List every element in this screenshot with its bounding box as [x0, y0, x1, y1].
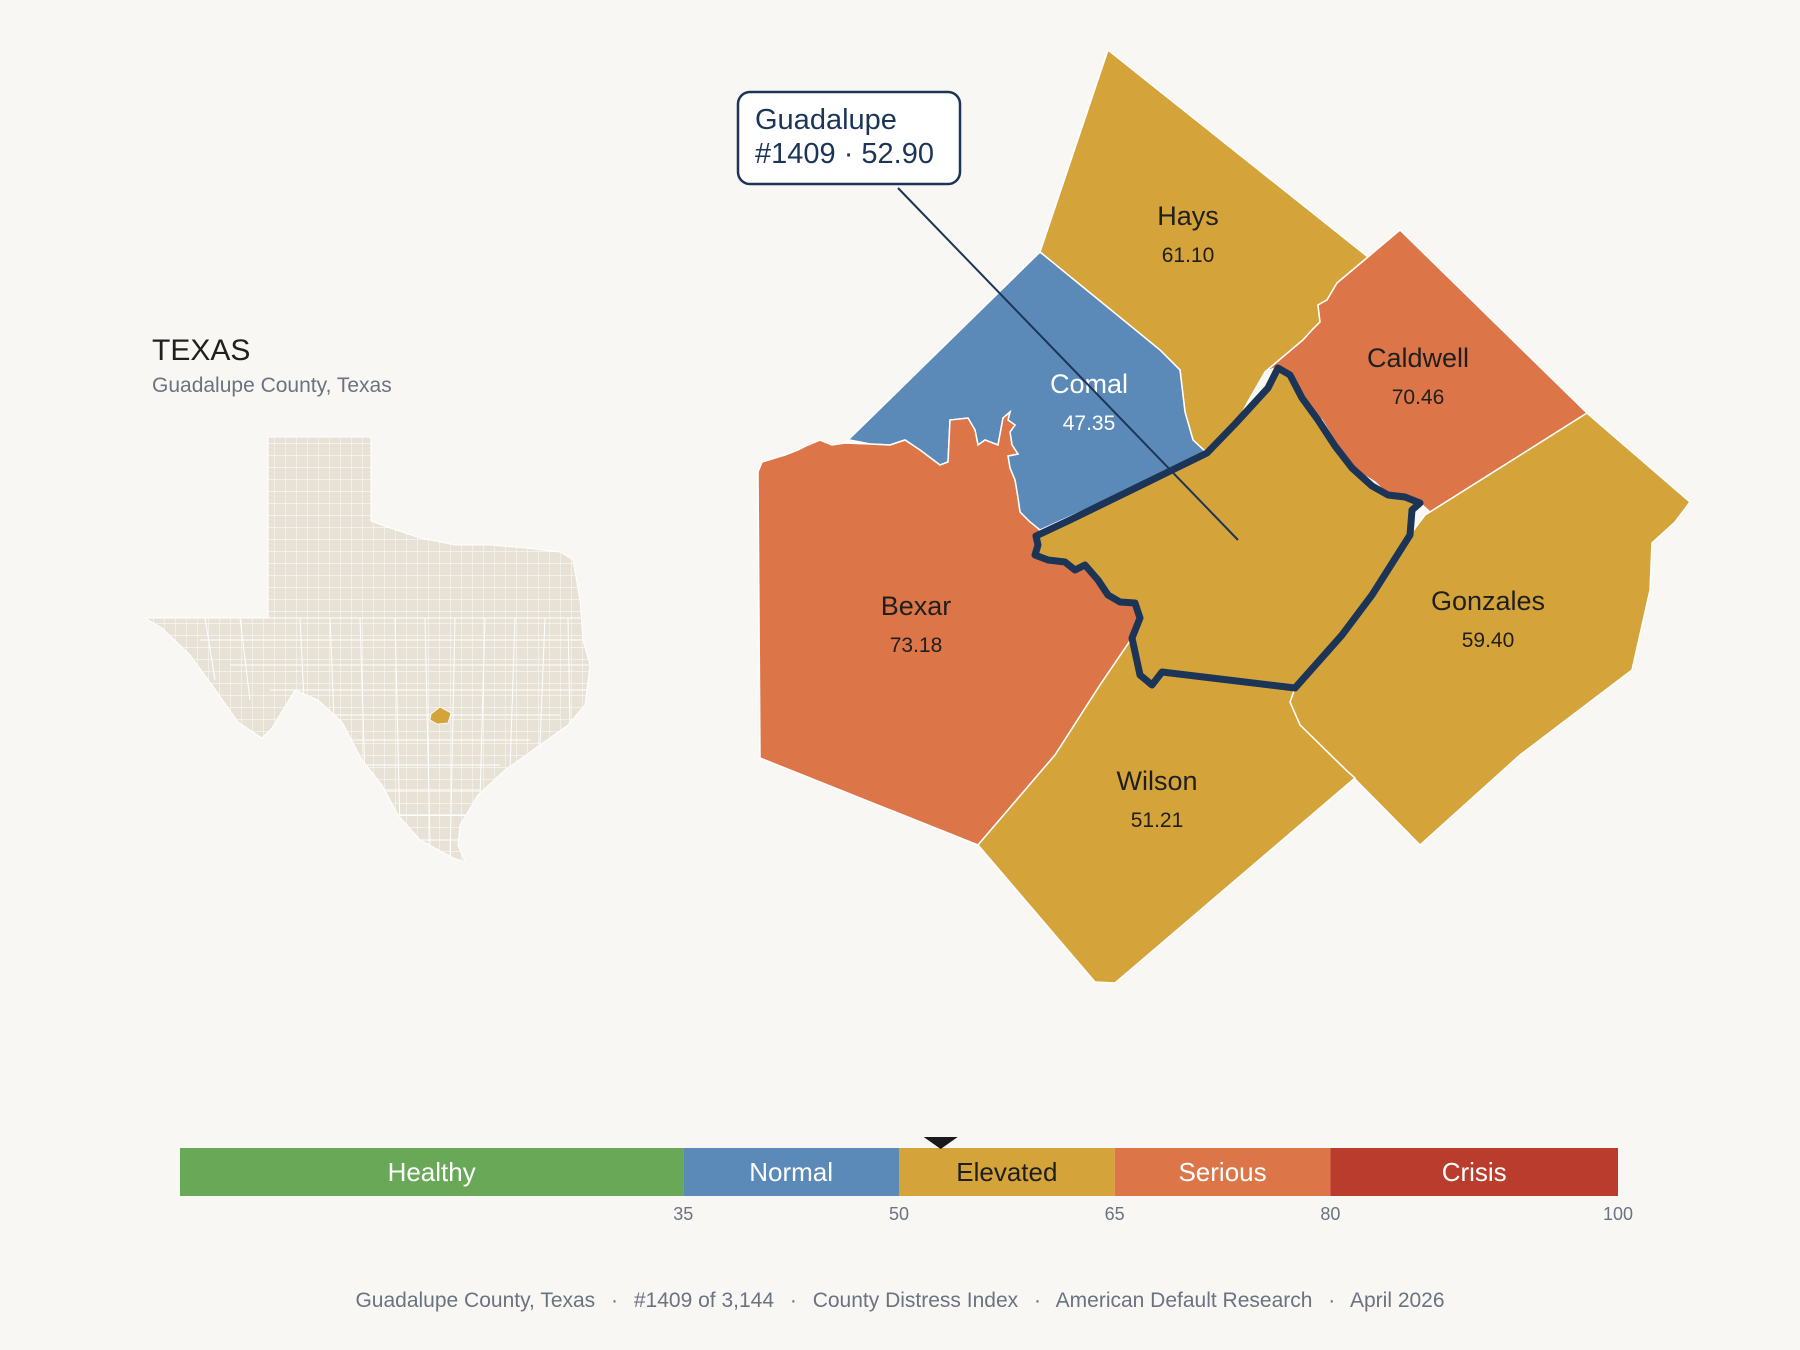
label-caldwell: Caldwell 70.46 — [1367, 343, 1469, 409]
legend-band-elevated — [899, 1148, 1115, 1196]
texas-inset: TEXAS Guadalupe County, Texas — [143, 334, 591, 863]
legend-tick-65: 65 — [1105, 1204, 1125, 1224]
county-score-caldwell: 70.46 — [1392, 386, 1445, 409]
legend-label-serious: Serious — [1178, 1157, 1266, 1187]
legend-band-crisis — [1330, 1148, 1618, 1196]
footer-date: April 2026 — [1350, 1289, 1445, 1312]
legend-tick-80: 80 — [1320, 1204, 1340, 1224]
label-gonzales: Gonzales 59.40 — [1431, 586, 1545, 652]
inset-state-subtitle: Guadalupe County, Texas — [152, 374, 392, 397]
footer-sep-4: · — [1328, 1289, 1335, 1312]
legend-band-healthy — [180, 1148, 684, 1196]
label-comal: Comal 47.35 — [1050, 369, 1128, 435]
footer-rank: #1409 of 3,144 — [634, 1289, 774, 1312]
county-bexar[interactable] — [757, 409, 1141, 846]
county-name-comal: Comal — [1050, 369, 1128, 399]
county-name-wilson: Wilson — [1116, 766, 1197, 796]
county-map: Hays 61.10 Caldwell 70.46 Comal 47.35 Be… — [736, 48, 1692, 984]
texas-county-lines — [145, 617, 590, 861]
county-score-bexar: 73.18 — [890, 634, 943, 657]
legend-label-elevated: Elevated — [956, 1157, 1057, 1187]
legend-tick-50: 50 — [889, 1204, 909, 1224]
footer-index: County Distress Index — [813, 1289, 1019, 1312]
inset-state-title: TEXAS — [152, 334, 250, 367]
county-name-caldwell: Caldwell — [1367, 343, 1469, 373]
legend-band-serious — [1114, 1148, 1331, 1196]
texas-outline — [143, 436, 591, 863]
label-hays: Hays 61.10 — [1157, 201, 1219, 267]
footer-county: Guadalupe County, Texas — [355, 1289, 595, 1312]
county-score-gonzales: 59.40 — [1462, 629, 1515, 652]
legend-band-normal — [683, 1148, 899, 1196]
label-bexar: Bexar 73.18 — [881, 591, 952, 657]
county-score-wilson: 51.21 — [1131, 809, 1184, 832]
county-name-bexar: Bexar — [881, 591, 952, 621]
footer-sep-2: · — [790, 1289, 797, 1312]
legend-label-crisis: Crisis — [1442, 1157, 1507, 1187]
county-score-comal: 47.35 — [1063, 412, 1116, 435]
legend-label-healthy: Healthy — [388, 1157, 476, 1187]
legend-label-normal: Normal — [749, 1157, 833, 1187]
guadalupe-callout: Guadalupe #1409 · 52.90 — [736, 90, 1239, 541]
inset-guadalupe-marker — [429, 706, 452, 725]
distress-legend: Healthy Normal Elevated Serious Crisis 35 50 65… — [180, 1137, 1633, 1224]
callout-box — [736, 90, 962, 186]
footer-sep-3: · — [1034, 1289, 1041, 1312]
footer-caption: Guadalupe County, Texas · #1409 of 3,144… — [355, 1289, 1444, 1312]
legend-value-marker — [923, 1137, 958, 1149]
callout-leader-line — [897, 187, 1239, 541]
county-name-hays: Hays — [1157, 201, 1219, 231]
legend-tick-35: 35 — [673, 1204, 693, 1224]
callout-rank-score: #1409 · 52.90 — [755, 138, 934, 170]
footer-source: American Default Research — [1056, 1289, 1313, 1312]
label-wilson: Wilson 51.21 — [1116, 766, 1197, 832]
county-score-hays: 61.10 — [1162, 244, 1215, 267]
footer-sep-1: · — [611, 1289, 618, 1312]
callout-county-name: Guadalupe — [755, 104, 897, 136]
legend-tick-100: 100 — [1603, 1204, 1633, 1224]
county-name-gonzales: Gonzales — [1431, 586, 1545, 616]
